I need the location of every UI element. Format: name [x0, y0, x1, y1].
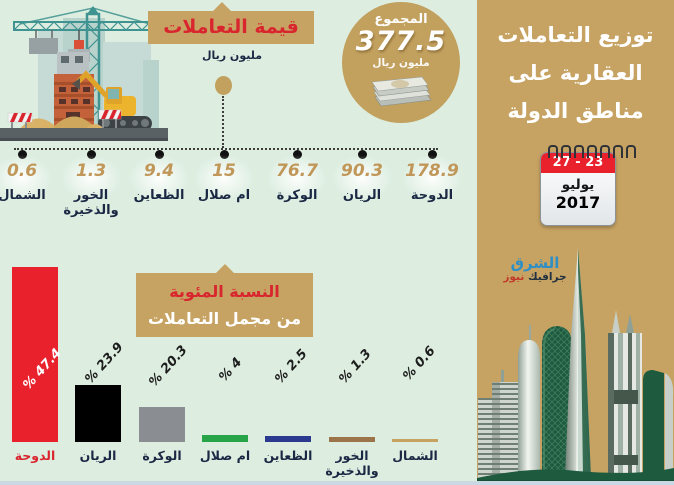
- timeline-region: 90.3 الريان: [324, 155, 400, 203]
- bar-wakrah: [139, 407, 185, 442]
- value-banner: قيمة التعاملات: [148, 2, 314, 44]
- timeline-point: [358, 150, 367, 159]
- region-name: الشمال: [0, 188, 46, 203]
- logo-name: الشرق: [510, 254, 560, 272]
- logo-subtitle: جرافيك نيوز: [503, 271, 567, 283]
- banner-pointer: [212, 2, 232, 12]
- bar-category-label: الريان: [79, 448, 117, 463]
- region-value: 0.6: [6, 161, 38, 181]
- percent-banner-line2: من مجمل التعاملات: [147, 309, 302, 328]
- region-name: الظعاين: [133, 188, 185, 203]
- timeline-point: [428, 150, 437, 159]
- bar-category-label: ام صلال: [199, 448, 251, 463]
- timeline-region: 178.9 الدوحة: [394, 155, 470, 203]
- timeline-point: [220, 150, 229, 159]
- bar-percent-label: % 20.3: [146, 342, 191, 390]
- bar-doha: [12, 267, 58, 442]
- bar-umm-salal: [202, 435, 248, 442]
- construction-site-illustration: [0, 6, 168, 141]
- percent-banner-line1: النسبة المئوية: [169, 282, 280, 301]
- doha-skyline-illustration: [477, 248, 674, 485]
- number-glow: [332, 155, 392, 201]
- timeline-point: [293, 150, 302, 159]
- value-unit-label: مليون ريال: [201, 49, 263, 62]
- region-value: 90.3: [341, 161, 383, 181]
- calendar-day-range: 27 - 23: [541, 153, 615, 173]
- main-title-line3: مناطق الدولة: [507, 99, 644, 123]
- number-glow: [129, 155, 189, 201]
- region-value: 178.9: [405, 161, 459, 181]
- timeline-vertical-dotted-line: [222, 96, 224, 148]
- bar-percent-label: % 23.9: [82, 339, 127, 387]
- banner-pointer: [215, 264, 235, 274]
- bottom-edge-strip: [0, 481, 674, 485]
- main-title-line1: توزيع التعاملات: [497, 23, 654, 47]
- alsharq-logo: الشرق جرافيك نيوز: [489, 255, 581, 283]
- calendar-icon: 27 - 23 يوليو 2017: [540, 145, 636, 226]
- bar-shamal: [392, 439, 438, 442]
- total-label: المجموع: [374, 12, 428, 27]
- timeline-region: 76.7 الوكرة: [259, 155, 335, 203]
- timeline-region: 0.6 الشمال: [0, 155, 60, 203]
- number-glow: [0, 155, 52, 201]
- bar-category-label: الظعاين: [263, 448, 313, 463]
- main-title-line2: العقارية على: [508, 61, 643, 85]
- main-title: توزيع التعاملات العقارية على مناطق الدول…: [487, 16, 664, 130]
- timeline-dotted-axis: [14, 148, 438, 150]
- bar-percent-label: % 4: [216, 355, 246, 385]
- number-glow: [61, 155, 121, 201]
- timeline-point: [155, 150, 164, 159]
- calendar-spiral: [548, 145, 636, 158]
- bar-category-label: الخور والذخيرة: [325, 448, 379, 478]
- total-badge: المجموع 377.5 مليون ريال: [342, 2, 460, 123]
- bar-percent-label: % 0.6: [400, 343, 439, 384]
- bar-category-label: الشمال: [392, 448, 438, 463]
- region-name: الوكرة: [276, 188, 318, 203]
- banknotes-stack-icon: [371, 76, 432, 107]
- region-name: الريان: [342, 188, 382, 203]
- percent-banner: النسبة المئوية من مجمل التعاملات: [136, 264, 313, 337]
- total-value: 377.5: [355, 26, 447, 57]
- region-value: 15: [212, 161, 236, 181]
- region-value: 76.7: [276, 161, 318, 181]
- number-glow: [194, 155, 254, 201]
- timeline-region: 9.4 الظعاين: [121, 155, 197, 203]
- number-glow: [267, 155, 327, 201]
- region-value: 9.4: [143, 161, 175, 181]
- region-value: 1.3: [75, 161, 107, 181]
- timeline-region: 1.3 الخور والذخيرة: [53, 155, 129, 218]
- number-glow: [402, 155, 462, 201]
- calendar-month: يوليو: [561, 177, 595, 193]
- timeline-point: [18, 150, 27, 159]
- timeline-point: [87, 150, 96, 159]
- region-name: ام صلال: [197, 188, 251, 203]
- bar-khor: [329, 437, 375, 442]
- region-name: الخور والذخيرة: [63, 188, 119, 218]
- total-unit: مليون ريال: [372, 57, 430, 69]
- value-banner-title: قيمة التعاملات: [163, 16, 299, 38]
- region-name: الدوحة: [410, 188, 454, 203]
- bar-daayen: [265, 436, 311, 442]
- timeline-origin-dot: [215, 76, 232, 95]
- bar-percent-label: % 2.5: [272, 346, 311, 387]
- calendar-year: 2017: [555, 193, 601, 212]
- bar-category-label: الدوحة: [14, 448, 56, 463]
- bar-rayyan: [75, 385, 121, 442]
- timeline-region: 15 ام صلال: [186, 155, 262, 203]
- bar-category-label: الوكرة: [142, 448, 182, 463]
- bar-percent-label: % 1.3: [336, 346, 375, 387]
